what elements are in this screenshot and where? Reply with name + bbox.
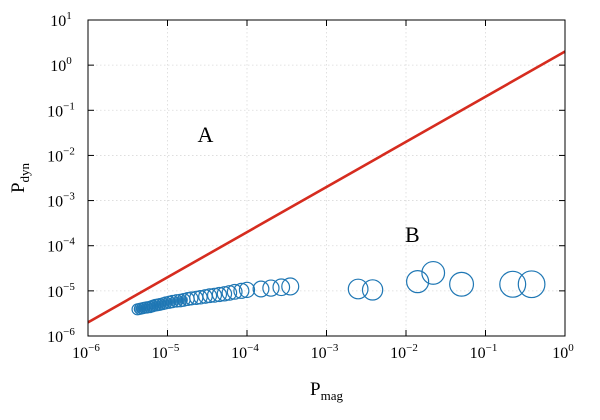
data-point	[347, 278, 369, 300]
data-point	[421, 260, 446, 285]
y-axis-label: Pdyn	[8, 162, 32, 193]
y-tick-label: 10−1	[47, 100, 75, 120]
boundary-line-layer	[87, 50, 566, 324]
axis-ticks: 10−6 10−5 10−4 10−3 10−2 10−1 100 10−6 10−5 10−4 1…	[47, 10, 574, 362]
y-tick-label: 10−2	[47, 145, 75, 165]
data-point	[211, 286, 228, 303]
x-tick-label: 10−4	[231, 342, 259, 362]
data-point	[238, 281, 256, 299]
y-tick-label: 101	[50, 10, 72, 30]
data-points	[131, 260, 546, 316]
y-tick-label: 10−4	[47, 236, 75, 256]
data-point	[272, 278, 291, 297]
grid	[87, 19, 566, 337]
x-tick-label: 10−3	[311, 342, 339, 362]
x-tick-label: 100	[552, 342, 574, 362]
region-label-b: B	[405, 222, 420, 247]
x-tick-label: 10−2	[390, 342, 418, 362]
data-point	[449, 271, 475, 297]
data-point	[252, 280, 270, 298]
data-point	[406, 270, 430, 294]
data-point	[193, 290, 208, 305]
data-point	[281, 277, 300, 296]
x-tick-label: 10−5	[152, 342, 180, 362]
data-point	[517, 270, 546, 299]
data-point	[262, 279, 280, 297]
y-tick-label: 10−6	[47, 326, 75, 346]
y-tick-label: 10−3	[47, 191, 75, 211]
x-axis-label: Pmag	[310, 379, 343, 403]
data-point	[361, 279, 384, 301]
x-tick-label: 10−1	[470, 342, 498, 362]
x-tick-label: 10−6	[72, 342, 100, 362]
region-labels: AB	[197, 122, 419, 247]
y-tick-label: 10−5	[47, 281, 75, 301]
data-point	[226, 283, 243, 300]
data-point	[184, 291, 199, 306]
y-tick-label: 100	[50, 55, 72, 75]
data-point	[233, 282, 250, 299]
region-label-a: A	[197, 122, 213, 147]
data-point	[202, 288, 218, 304]
data-point	[221, 285, 238, 301]
boundary-line	[87, 50, 566, 324]
data-point	[216, 286, 233, 302]
data-point	[499, 270, 527, 298]
data-point	[206, 287, 223, 303]
